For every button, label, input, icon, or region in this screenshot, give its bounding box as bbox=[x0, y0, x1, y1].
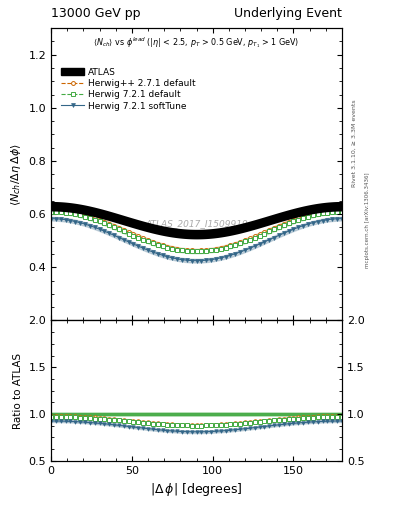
Text: mcplots.cern.ch [arXiv:1306.3436]: mcplots.cern.ch [arXiv:1306.3436] bbox=[365, 173, 371, 268]
Text: ATLAS_2017_I1509919: ATLAS_2017_I1509919 bbox=[145, 220, 248, 228]
X-axis label: $|\Delta\,\phi|$ [degrees]: $|\Delta\,\phi|$ [degrees] bbox=[150, 481, 243, 498]
Text: $\langle N_{ch}\rangle$ vs $\phi^{lead}$ ($|\eta|$ < 2.5, $p_{T}$ > 0.5 GeV, $p_: $\langle N_{ch}\rangle$ vs $\phi^{lead}$… bbox=[93, 35, 300, 50]
Text: Rivet 3.1.10, ≥ 3.3M events: Rivet 3.1.10, ≥ 3.3M events bbox=[352, 99, 357, 187]
Text: 13000 GeV pp: 13000 GeV pp bbox=[51, 8, 141, 20]
Text: Underlying Event: Underlying Event bbox=[234, 8, 342, 20]
Legend: ATLAS, Herwig++ 2.7.1 default, Herwig 7.2.1 default, Herwig 7.2.1 softTune: ATLAS, Herwig++ 2.7.1 default, Herwig 7.… bbox=[61, 68, 195, 111]
Y-axis label: $\langle N_{ch} / \Delta\eta\,\Delta\phi \rangle$: $\langle N_{ch} / \Delta\eta\,\Delta\phi… bbox=[9, 143, 23, 206]
Y-axis label: Ratio to ATLAS: Ratio to ATLAS bbox=[13, 353, 23, 429]
